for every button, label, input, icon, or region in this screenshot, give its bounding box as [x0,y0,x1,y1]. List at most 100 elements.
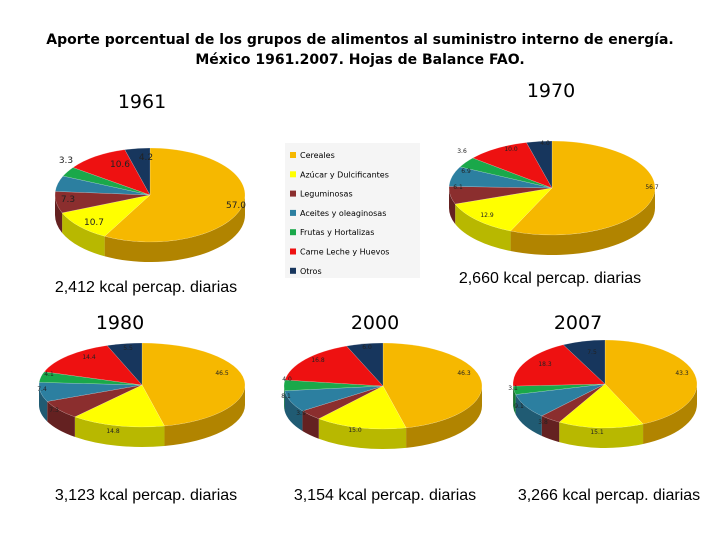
pie-2000-title: 2000 [351,312,399,334]
pie-1961-label-5: 10.6 [110,160,130,170]
pie-1980-label-3: 7.4 [37,386,47,393]
pie-1961-kcal: 2,412 kcal percap. diarias [55,279,237,296]
pie-2007-label-6: 7.5 [587,349,597,356]
pie-2007: 43.3 15.1 3.8 9.1 3.1 18.3 7.5 [508,339,698,448]
pie-1970-side-2 [449,188,456,225]
legend-box [285,143,420,278]
pie-2000-slice-5 [284,345,384,387]
pie-2000-slice-1 [318,385,407,430]
pie-2000-side-2 [302,410,319,439]
title-line-2: México 1961.2007. Hojas de Balance FAO. [195,52,525,68]
pie-1980-slice-4 [38,371,143,386]
pie-1980-side-2 [47,401,75,437]
pie-2007-slice-1 [558,383,644,429]
pie-2000-label-5: 16.8 [311,357,325,364]
pies: 57.0 10.7 7.3 3.3 10.6 4.2 56.7 12.9 6.1 6.9 3.6 10… [37,140,698,449]
pie-2000-side-4 [284,386,285,411]
legend-swatch-frutas-y-hortalizas [290,229,296,236]
legend-swatch-cereales [290,152,296,158]
pie-2000-slice-6 [346,342,384,387]
legend-label-frutas-y-hortalizas: Frutas y Hortalizas [300,228,374,237]
pie-2007-slice-0 [604,339,698,425]
legend-label-otros: Otros [300,267,322,276]
pie-2007-side-4 [513,386,516,415]
pie-2000-label-1: 15.0 [348,427,362,434]
pie-1961-slice-5 [72,149,151,196]
pie-2007-label-2: 3.8 [538,419,548,426]
pie-2000-slice-4 [283,379,384,392]
pie-1980-side-1 [74,416,165,447]
pie-1970-slice-6 [526,140,553,189]
pie-1980-slice-2 [46,384,143,418]
pie-2000: 46.3 15.0 3.9 8.1 4.0 16.8 6.0 [281,342,483,449]
legend-label-az-car-y-dulcificantes: Azúcar y Dulcificantes [300,170,389,179]
pie-2007-label-5: 18.3 [538,361,552,368]
pie-1980-label-1: 14.8 [106,428,120,435]
pie-1961-slice-1 [61,194,151,237]
pie-2000-label-4: 4.0 [282,376,292,383]
pie-1970: 56.7 12.9 6.1 6.9 3.6 10.0 4.0 [448,140,659,255]
pie-1961-title: 1961 [118,91,166,113]
pie-1961-side-0 [104,195,246,262]
title-line-1: Aporte porcentual de los grupos de alime… [46,32,674,48]
pie-1980-side-0 [164,385,246,446]
pie-1970-title: 1970 [527,80,575,102]
pie-2007-slice-4 [512,383,606,395]
pie-2007-slice-5 [512,344,606,387]
legend-label-carne-leche-y-huevos: Carne Leche y Huevos [300,248,389,257]
pie-2007-title: 2007 [554,312,602,334]
pie-1961-label-6: 4.2 [139,153,153,163]
pie-2007-side-0 [643,384,697,445]
pie-1970-slice-0 [510,140,656,236]
pie-1980-label-0: 46.5 [215,370,229,377]
pie-2000-slice-3 [284,385,384,412]
pie-2007-label-3: 9.1 [514,403,524,410]
pie-1980-slice-6 [106,342,143,386]
pie-1980-label-5: 14.4 [82,354,96,361]
pie-2000-label-6: 6.0 [362,344,372,351]
pie-2000-label-3: 8.1 [281,393,291,400]
pie-1961-slice-3 [54,175,151,196]
legend-swatch-az-car-y-dulcificantes [290,171,296,178]
legend-label-aceites-y-oleaginosas: Aceites y oleaginosas [300,209,386,218]
pie-1980-slice-1 [74,384,165,428]
legend-swatch-leguminosas [290,190,296,197]
pie-1970-slice-2 [448,186,553,205]
pie-2000-slice-2 [301,385,384,419]
pie-1970-slice-5 [472,142,553,189]
pie-1970-label-3: 6.9 [461,168,471,175]
pie-2000-label-0: 46.3 [457,370,471,377]
pie-1961-label-0: 57.0 [226,201,246,211]
pie-1970-side-0 [510,188,655,255]
pie-1961: 57.0 10.7 7.3 3.3 10.6 4.2 [54,147,246,262]
pie-2007-side-3 [515,394,542,436]
pie-1970-label-2: 6.1 [453,184,463,191]
legend-swatch-aceites-y-oleaginosas [290,209,296,216]
pie-1961-side-2 [55,195,63,233]
pie-2007-slice-3 [515,383,606,417]
pie-1970-slice-3 [448,166,553,189]
pie-1980-side-3 [39,385,48,422]
pie-1980: 46.5 14.8 7.3 7.4 4.1 14.4 5.5 [37,342,246,447]
pie-1970-kcal: 2,660 kcal percap. diarias [459,270,641,287]
pie-1961-label-2: 7.3 [61,195,75,205]
chart-title: Aporte porcentual de los grupos de alime… [0,30,720,70]
pie-1970-slice-1 [454,187,553,232]
pie-1970-label-0: 56.7 [645,184,659,191]
legend-swatch-carne-leche-y-huevos [290,248,296,255]
pie-2000-side-0 [406,386,483,448]
pie-1980-label-4: 4.1 [44,371,54,378]
pie-1970-label-1: 12.9 [480,212,494,219]
pie-1970-slice-4 [459,157,553,189]
pie-2000-side-3 [284,390,303,431]
pie-2000-side-1 [318,418,407,449]
legend-label-leguminosas: Leguminosas [300,190,353,199]
pie-1970-label-5: 10.0 [504,146,518,153]
pie-2007-slice-2 [541,383,606,423]
pie-1970-label-6: 4.0 [540,140,550,147]
pie-1980-title: 1980 [96,312,144,334]
pie-2000-slice-0 [382,342,483,429]
pie-1961-label-4: 3.3 [59,156,73,166]
legend-label-cereales: Cereales [300,151,335,160]
